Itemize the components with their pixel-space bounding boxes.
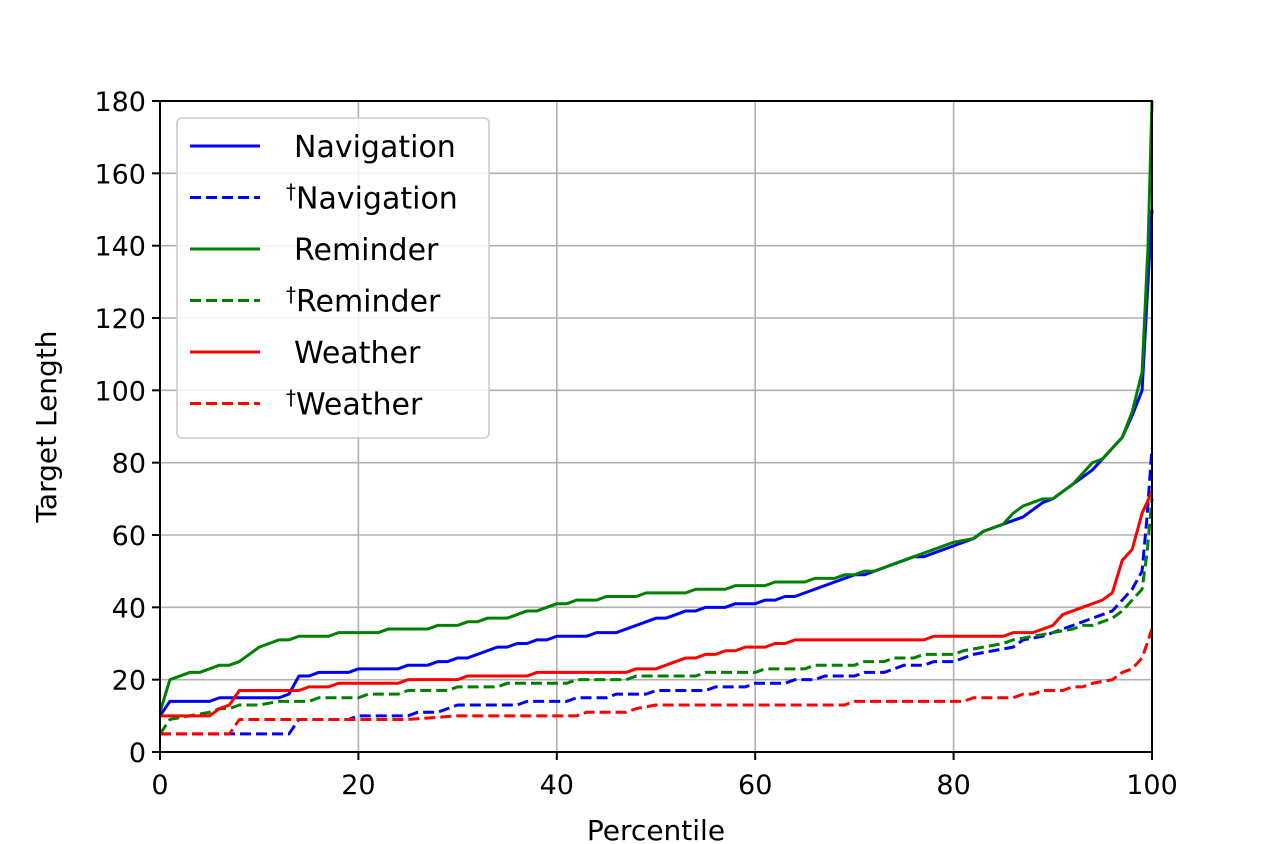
x-tick-label: 80 xyxy=(936,770,970,801)
x-tick-label: 0 xyxy=(151,770,168,801)
y-tick-label: 140 xyxy=(94,232,146,263)
y-tick-label: 20 xyxy=(112,666,146,697)
y-tick-label: 40 xyxy=(112,593,146,624)
x-tick-label: 60 xyxy=(738,770,772,801)
y-tick-label: 60 xyxy=(112,521,146,552)
grid xyxy=(159,100,1153,753)
x-tick-label: 20 xyxy=(341,770,375,801)
series-line-weather xyxy=(160,490,1154,718)
legend-label: †Weather xyxy=(286,386,423,423)
legend: Navigation †Navigation Reminder †Reminder We… xyxy=(176,117,490,439)
series-line-dagger-weather xyxy=(160,628,1154,736)
legend-label: Weather xyxy=(294,336,421,371)
series-line-navigation xyxy=(158,209,1154,717)
plot-area xyxy=(158,100,1154,736)
x-tick-label: 40 xyxy=(540,770,574,801)
y-tick-label: 100 xyxy=(94,376,146,407)
y-tick-label: 160 xyxy=(94,159,146,190)
y-tick-label: 0 xyxy=(129,738,146,769)
axes-frame xyxy=(159,100,1153,753)
y-tick-label: 180 xyxy=(94,87,146,118)
y-tick-label: 80 xyxy=(112,449,146,480)
legend-label: Reminder xyxy=(294,233,439,268)
ticks: 0 20 40 60 80 100 0 20 40 60 80 100 120 140 160 180 xyxy=(94,87,1177,801)
y-tick-label: 120 xyxy=(94,304,146,335)
series-line-dagger-reminder xyxy=(158,498,1154,735)
x-tick-label: 100 xyxy=(1126,770,1178,801)
legend-label: Navigation xyxy=(294,130,456,165)
series-line-reminder xyxy=(158,100,1154,713)
y-axis-label: Target Length xyxy=(30,330,63,523)
legend-label: †Reminder xyxy=(286,283,441,320)
x-axis-label: Percentile xyxy=(587,814,725,844)
legend-label: †Navigation xyxy=(286,180,458,217)
